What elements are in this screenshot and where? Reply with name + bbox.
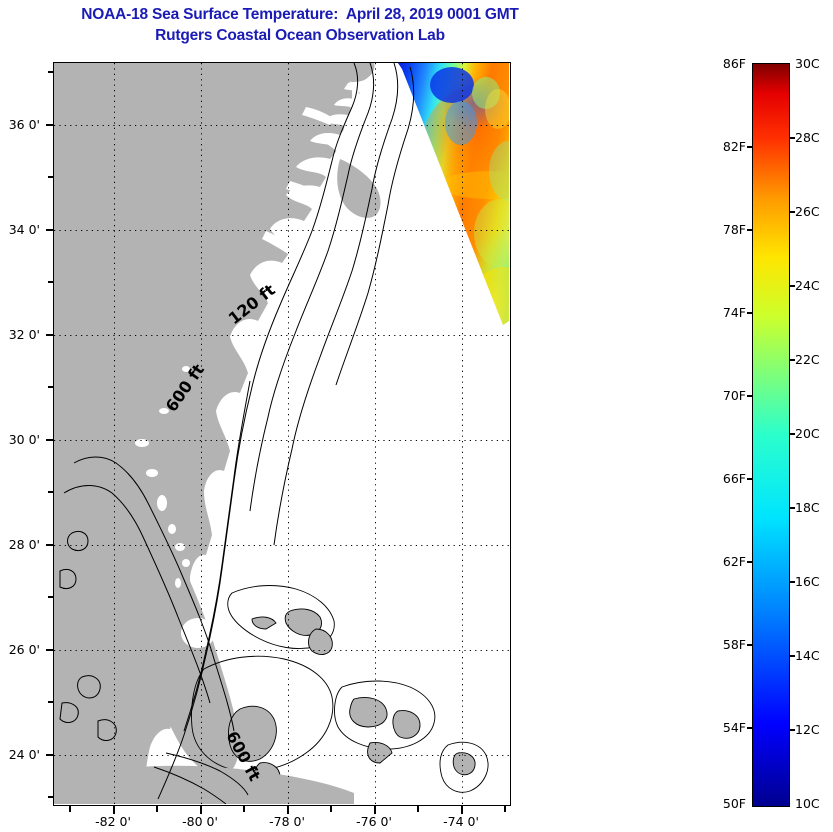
x-tick-minor <box>330 806 332 812</box>
cb-label-24c: 24C <box>795 278 820 293</box>
bahamas-layer <box>54 585 489 804</box>
cb-tick-c <box>789 285 795 287</box>
chart-title-block: NOAA-18 Sea Surface Temperature: April 2… <box>0 4 600 46</box>
cb-label-30c: 30C <box>795 56 820 71</box>
x-tick-82w <box>113 806 115 814</box>
y-axis-label-36: 36 0' <box>8 117 40 132</box>
x-tick-76w <box>374 806 376 814</box>
cb-label-26c: 26C <box>795 204 820 219</box>
map-gridlines <box>54 63 509 804</box>
bathymetry-contours <box>59 63 415 804</box>
cb-tick-c <box>789 433 795 435</box>
y-tick-30 <box>46 439 54 441</box>
x-tick-minor <box>69 806 71 812</box>
cb-label-74f: 74F <box>722 305 746 320</box>
x-axis-label-82w: -82 0' <box>95 814 131 829</box>
x-tick-78w <box>287 806 289 814</box>
y-tick-32 <box>46 334 54 336</box>
cb-label-70f: 70F <box>722 388 746 403</box>
x-tick-minor <box>504 806 506 812</box>
sst-map-plot[interactable]: 120 ft 600 ft 600 ft <box>53 62 511 806</box>
cb-label-18c: 18C <box>795 500 820 515</box>
x-tick-80w <box>200 806 202 814</box>
cb-tick-c <box>789 507 795 509</box>
y-axis-label-26: 26 0' <box>8 642 40 657</box>
y-tick-minor <box>48 596 54 598</box>
cb-tick-c <box>789 211 795 213</box>
x-axis-label-80w: -80 0' <box>182 814 218 829</box>
x-tick-74w <box>461 806 463 814</box>
y-tick-minor <box>48 176 54 178</box>
cb-label-66f: 66F <box>722 471 746 486</box>
map-graphics: 120 ft 600 ft 600 ft <box>54 63 509 804</box>
cb-label-12c: 12C <box>795 722 820 737</box>
cb-tick-f <box>747 644 753 646</box>
cb-tick-c <box>789 359 795 361</box>
y-tick-36 <box>46 124 54 126</box>
cb-label-10c: 10C <box>795 796 820 811</box>
map-clip-region: 120 ft 600 ft 600 ft <box>54 63 510 805</box>
x-tick-minor <box>417 806 419 812</box>
y-axis-label-24: 24 0' <box>8 747 40 762</box>
y-tick-24 <box>46 754 54 756</box>
cb-label-86f: 86F <box>722 56 746 71</box>
y-tick-28 <box>46 544 54 546</box>
cb-label-20c: 20C <box>795 426 820 441</box>
cb-label-14c: 14C <box>795 648 820 663</box>
cb-label-50f: 50F <box>722 796 746 811</box>
colorbar-gradient <box>752 63 790 807</box>
y-tick-minor <box>48 491 54 493</box>
cb-label-28c: 28C <box>795 130 820 145</box>
y-tick-minor <box>48 701 54 703</box>
cb-tick-f <box>747 229 753 231</box>
cb-tick-f <box>747 312 753 314</box>
y-axis-label-34: 34 0' <box>8 222 40 237</box>
cb-label-58f: 58F <box>722 637 746 652</box>
cb-label-54f: 54F <box>722 720 746 735</box>
y-axis-label-32: 32 0' <box>8 327 40 342</box>
cb-tick-c <box>789 581 795 583</box>
y-tick-minor <box>48 281 54 283</box>
x-tick-minor <box>156 806 158 812</box>
cb-tick-f <box>747 395 753 397</box>
y-tick-26 <box>46 649 54 651</box>
x-tick-minor <box>243 806 245 812</box>
cb-label-78f: 78F <box>722 222 746 237</box>
y-axis-label-30: 30 0' <box>8 432 40 447</box>
x-axis-label-78w: -78 0' <box>269 814 305 829</box>
cb-label-22c: 22C <box>795 352 820 367</box>
title-line-2: Rutgers Coastal Ocean Observation Lab <box>155 27 445 44</box>
sst-swath <box>398 63 509 325</box>
cb-tick-f <box>747 727 753 729</box>
x-axis-label-74w: -74 0' <box>443 814 479 829</box>
cb-label-62f: 62F <box>722 554 746 569</box>
x-axis-label-76w: -76 0' <box>356 814 392 829</box>
landmass-layer <box>54 63 381 804</box>
temperature-colorbar[interactable] <box>752 63 790 807</box>
cb-tick-c <box>789 137 795 139</box>
cb-label-16c: 16C <box>795 574 820 589</box>
y-tick-34 <box>46 229 54 231</box>
cb-tick-c <box>789 655 795 657</box>
cb-tick-c <box>789 729 795 731</box>
y-tick-minor <box>48 71 54 73</box>
cb-tick-f <box>747 561 753 563</box>
y-tick-minor <box>48 386 54 388</box>
y-tick-minor <box>48 796 54 798</box>
cb-label-82f: 82F <box>722 139 746 154</box>
cb-tick-f <box>747 478 753 480</box>
title-line-1: NOAA-18 Sea Surface Temperature: April 2… <box>81 6 519 23</box>
y-axis-label-28: 28 0' <box>8 537 40 552</box>
cb-tick-f <box>747 146 753 148</box>
